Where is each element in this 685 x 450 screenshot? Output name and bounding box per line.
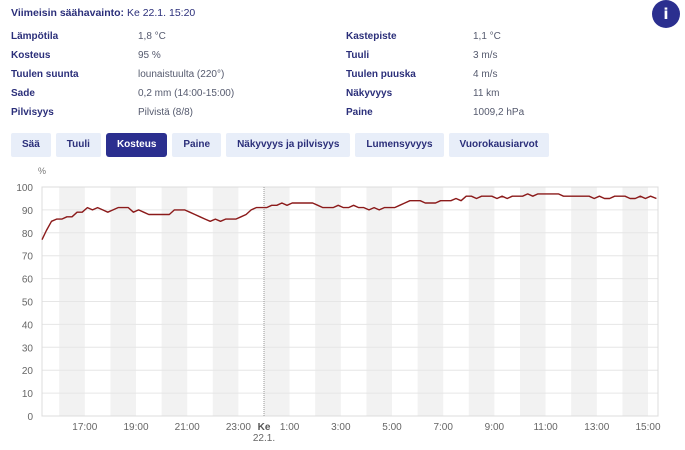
x-tick-label: 15:00 bbox=[635, 422, 660, 433]
plot-frame bbox=[41, 186, 659, 417]
latest-observation-time: Ke 22.1. 15:20 bbox=[126, 7, 196, 19]
obs-value-wind-gust: 4 m/s bbox=[473, 69, 498, 80]
y-tick-label: 50 bbox=[22, 298, 34, 309]
y-tick-label: 100 bbox=[16, 183, 33, 194]
y-tick-label: 60 bbox=[22, 275, 34, 286]
y-tick-label: 0 bbox=[27, 412, 33, 423]
latest-observation: Viimeisin säähavainto: Ke 22.1. 15:20 bbox=[11, 7, 195, 19]
x-tick-label: 1:00 bbox=[280, 422, 300, 433]
obs-value-temperature: 1,8 °C bbox=[138, 31, 166, 42]
x-tick-label: 11:00 bbox=[533, 422, 558, 433]
y-tick-label: 20 bbox=[22, 366, 34, 377]
info-icon[interactable]: i bbox=[652, 0, 680, 28]
tab-daily-values[interactable]: Vuorokausiarvot bbox=[448, 133, 550, 157]
obs-value-precipitation: 0,2 mm (14:00-15:00) bbox=[138, 88, 235, 99]
tab-weather[interactable]: Sää bbox=[11, 133, 51, 157]
obs-label-precipitation: Sade bbox=[11, 88, 35, 99]
tab-visibility-cloudiness[interactable]: Näkyvyys ja pilvisyys bbox=[226, 133, 351, 157]
x-tick-label: 9:00 bbox=[485, 422, 505, 433]
y-tick-label: 40 bbox=[22, 320, 34, 331]
x-tick-label: 13:00 bbox=[584, 422, 609, 433]
day-marker-date: 22.1. bbox=[253, 433, 275, 444]
obs-label-dewpoint: Kastepiste bbox=[346, 31, 397, 42]
obs-value-wind-direction: lounaistuulta (220°) bbox=[138, 69, 225, 80]
y-axis-unit: % bbox=[38, 166, 47, 176]
obs-label-wind-gust: Tuulen puuska bbox=[346, 69, 416, 80]
obs-label-pressure: Paine bbox=[346, 107, 373, 118]
obs-label-temperature: Lämpötila bbox=[11, 31, 59, 42]
obs-label-wind: Tuuli bbox=[346, 50, 370, 61]
tab-humidity[interactable]: Kosteus bbox=[105, 133, 168, 157]
x-tick-label: 19:00 bbox=[123, 422, 148, 433]
tab-snow-depth[interactable]: Lumensyvyys bbox=[355, 133, 444, 157]
x-tick-label: 23:00 bbox=[226, 422, 251, 433]
x-tick-label: 7:00 bbox=[433, 422, 453, 433]
humidity-chart: 0 10 20 30 40 50 60 70 80 90 100 17:00 19:00 21:00 23:… bbox=[16, 183, 661, 444]
humidity-line bbox=[41, 193, 657, 241]
y-tick-label: 70 bbox=[22, 252, 34, 263]
y-tick-label: 10 bbox=[22, 389, 34, 400]
y-tick-label: 30 bbox=[22, 343, 34, 354]
obs-label-visibility: Näkyvyys bbox=[346, 88, 393, 99]
y-tick-label: 90 bbox=[22, 206, 34, 217]
tab-pressure[interactable]: Paine bbox=[172, 133, 222, 157]
chart-tabs: Sää Tuuli Kosteus Paine Näkyvyys ja pilv… bbox=[11, 133, 550, 157]
day-marker-label: Ke bbox=[258, 422, 271, 433]
obs-value-visibility: 11 km bbox=[473, 88, 500, 99]
x-tick-label: 5:00 bbox=[382, 422, 402, 433]
x-tick-label: 17:00 bbox=[72, 422, 97, 433]
obs-label-wind-direction: Tuulen suunta bbox=[11, 69, 79, 80]
obs-label-humidity: Kosteus bbox=[11, 50, 51, 61]
x-tick-label: 21:00 bbox=[175, 422, 200, 433]
x-tick-label: 3:00 bbox=[331, 422, 351, 433]
tab-wind[interactable]: Tuuli bbox=[55, 133, 101, 157]
y-tick-label: 80 bbox=[22, 229, 34, 240]
obs-value-wind: 3 m/s bbox=[473, 50, 498, 61]
obs-label-cloudiness: Pilvisyys bbox=[11, 107, 54, 118]
latest-observation-label: Viimeisin säähavainto: bbox=[11, 7, 125, 19]
obs-value-humidity: 95 % bbox=[138, 50, 161, 61]
obs-value-cloudiness: Pilvistä (8/8) bbox=[138, 107, 194, 118]
obs-value-dewpoint: 1,1 °C bbox=[473, 31, 501, 42]
obs-value-pressure: 1009,2 hPa bbox=[473, 107, 525, 118]
